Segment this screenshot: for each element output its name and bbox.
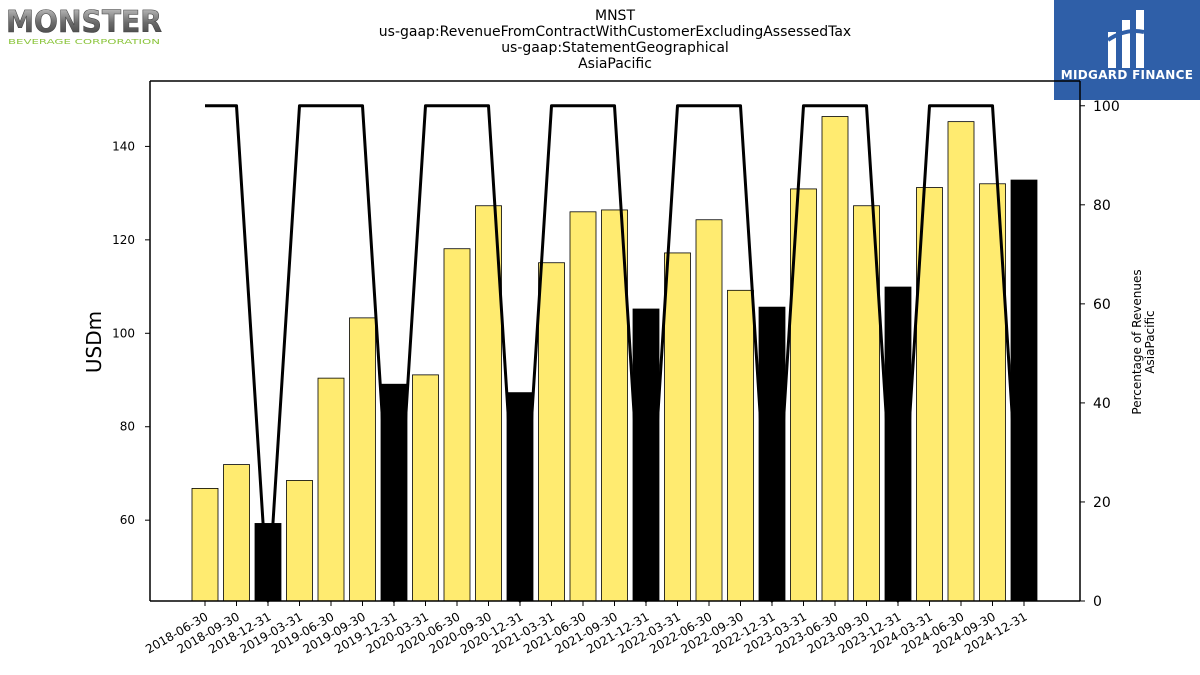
chart-title-block: MNST us-gaap:RevenueFromContractWithCust…	[330, 8, 900, 72]
chart-title-concept: us-gaap:RevenueFromContractWithCustomerE…	[378, 24, 852, 40]
bar-2020-12-31	[506, 392, 534, 602]
midgard-emblem-icon	[1106, 10, 1145, 68]
y-tick-label-120: 120	[112, 233, 135, 247]
y-tick-label-140: 140	[112, 139, 135, 153]
y2-tick-label-60: 60	[1093, 297, 1111, 313]
y2-tick-label-100: 100	[1093, 99, 1120, 115]
bar-2021-06-30	[569, 211, 597, 602]
bar-series	[191, 116, 1038, 602]
x-axis-ticks: 2018-06-302018-09-302018-12-312019-03-31…	[143, 601, 1030, 656]
bar-2018-09-30	[223, 464, 250, 602]
bar-2022-03-31	[664, 252, 691, 602]
bar-2018-06-30	[191, 488, 219, 602]
midgard-finance-wordmark: MIDGARD FINANCE	[1060, 68, 1194, 82]
bar-2023-06-30	[821, 116, 849, 602]
bar-2023-03-31	[790, 188, 817, 602]
monster-logo: MONSTER BEVERAGE CORPORATION	[4, 4, 164, 46]
bar-2019-12-31	[380, 383, 408, 602]
bar-2024-06-30	[947, 121, 975, 602]
y2-axis-label-line: Percentage of Revenues	[1130, 269, 1144, 414]
bar-2024-12-31	[1010, 179, 1038, 602]
chart-title-ticker: MNST	[595, 8, 635, 24]
bar-2020-06-30	[443, 248, 471, 602]
y-tick-label-80: 80	[120, 420, 135, 434]
bar-2022-06-30	[695, 219, 723, 602]
bar-2020-09-30	[475, 205, 502, 602]
y2-axis-ticks: 0 20 40 60 80 100	[1080, 99, 1120, 610]
y-axis-label: USDm	[82, 311, 106, 373]
bar-2019-06-30	[317, 377, 345, 602]
bar-2019-03-31	[286, 480, 313, 602]
y2-axis-label-line: AsiaPacific	[1143, 310, 1157, 373]
bar-2023-09-30	[853, 205, 880, 602]
chart-title-member: AsiaPacific	[578, 56, 652, 72]
y-axis-ticks: 60 80 100 120 140	[112, 139, 150, 527]
y2-tick-label-20: 20	[1093, 495, 1111, 511]
y2-tick-label-40: 40	[1093, 396, 1111, 412]
chart-title-statement: us-gaap:StatementGeographical	[501, 40, 729, 56]
y-tick-label-100: 100	[112, 326, 135, 340]
monster-logo-wordmark: MONSTER	[6, 5, 162, 40]
bar-2020-03-31	[412, 374, 439, 602]
percentage-line	[205, 104, 1026, 603]
y2-tick-label-80: 80	[1093, 198, 1111, 214]
y2-axis-label: Percentage of RevenuesAsiaPacific	[1130, 269, 1157, 414]
bar-2021-09-30	[601, 209, 628, 602]
bar-2021-03-31	[538, 262, 565, 602]
y-tick-label-60: 60	[120, 513, 135, 527]
bar-2019-09-30	[349, 317, 376, 602]
bar-2022-09-30	[727, 289, 754, 602]
y2-tick-label-0: 0	[1093, 594, 1102, 610]
percentage-line-series	[205, 104, 1026, 603]
monster-logo-subtitle: BEVERAGE CORPORATION	[8, 38, 160, 46]
midgard-finance-logo: MIDGARD FINANCE	[1054, 0, 1200, 100]
